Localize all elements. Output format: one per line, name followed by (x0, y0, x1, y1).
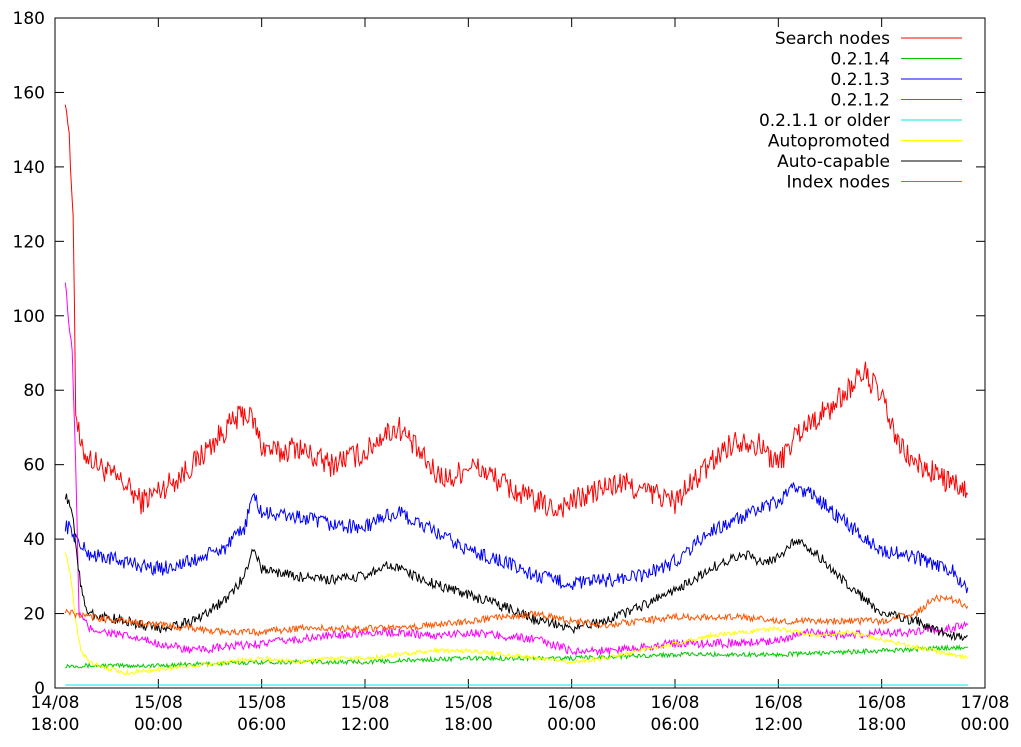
legend-label: 0.2.1.4 (831, 50, 890, 70)
x-tick-label-time: 00:00 (134, 715, 183, 735)
legend-label: Index nodes (787, 173, 891, 193)
x-tick-label-time: 18:00 (31, 715, 80, 735)
y-tick-label: 140 (13, 158, 45, 178)
x-tick-label-time: 12:00 (341, 715, 390, 735)
x-tick-label-date: 15/08 (341, 693, 390, 713)
legend-label: Auto-capable (777, 152, 890, 172)
y-tick-label: 60 (23, 456, 45, 476)
series-line-6 (64, 493, 968, 642)
x-tick-label-time: 06:00 (651, 715, 700, 735)
x-axis: 14/0818:0015/0800:0015/0806:0015/0812:00… (31, 18, 1010, 735)
legend-label: 0.2.1.1 or older (759, 111, 890, 131)
x-tick-label-date: 17/08 (961, 693, 1010, 713)
legend-label: Autopromoted (768, 132, 890, 152)
legend: Search nodes0.2.1.40.2.1.30.2.1.20.2.1.1… (759, 29, 962, 193)
plot-frame (54, 17, 986, 689)
series-line-5 (64, 552, 969, 676)
y-tick-label: 20 (23, 605, 45, 625)
x-tick-label-date: 16/08 (857, 693, 906, 713)
x-tick-label-time: 18:00 (857, 715, 906, 735)
legend-label: 0.2.1.3 (831, 70, 890, 90)
legend-label: 0.2.1.2 (831, 91, 890, 111)
series-layer (64, 104, 969, 686)
x-tick-label-time: 18:00 (444, 715, 493, 735)
x-tick-label-date: 15/08 (237, 693, 286, 713)
y-axis: 0 20 40 60 80 100 120 140 160 180 (13, 9, 985, 699)
y-tick-label: 160 (13, 83, 45, 103)
x-tick-label-date: 16/08 (547, 693, 596, 713)
x-tick-label-time: 12:00 (754, 715, 803, 735)
series-line-1 (65, 643, 968, 670)
x-tick-label-time: 00:00 (961, 715, 1010, 735)
y-tick-label: 80 (23, 381, 45, 401)
y-tick-label: 180 (13, 9, 45, 29)
legend-label: Search nodes (775, 29, 890, 49)
series-line-7 (64, 594, 969, 637)
series-line-2 (64, 482, 969, 594)
x-tick-label-date: 15/08 (444, 693, 493, 713)
x-tick-label-date: 16/08 (754, 693, 803, 713)
y-tick-label: 0 (34, 679, 45, 699)
y-tick-label: 100 (13, 307, 45, 327)
x-tick-label-time: 00:00 (547, 715, 596, 735)
y-tick-label: 40 (23, 530, 45, 550)
x-tick-label-date: 15/08 (134, 693, 183, 713)
y-tick-label: 120 (13, 232, 45, 252)
x-tick-label-time: 06:00 (237, 715, 286, 735)
series-line-3 (64, 282, 969, 657)
x-tick-label-date: 14/08 (31, 693, 80, 713)
x-tick-label-date: 16/08 (651, 693, 700, 713)
series-line-0 (64, 104, 969, 518)
